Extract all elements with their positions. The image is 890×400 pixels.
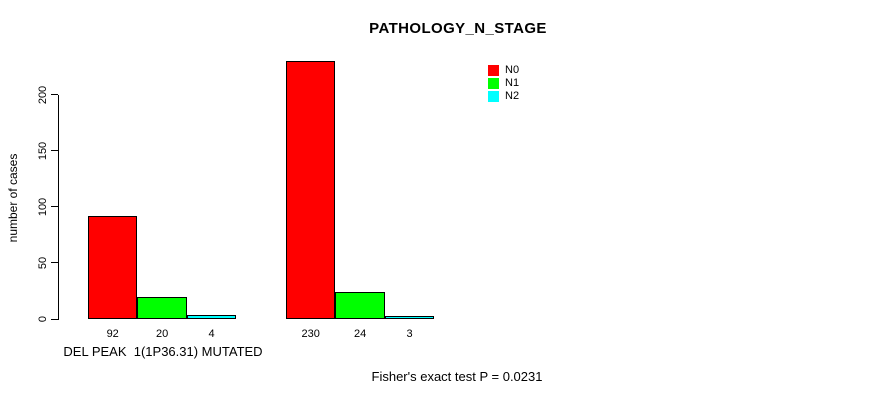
legend-item-n1: N1 bbox=[488, 78, 519, 89]
y-tick-mark bbox=[51, 94, 58, 96]
bar-value-label: 24 bbox=[353, 328, 367, 340]
y-axis-line bbox=[58, 94, 59, 320]
y-tick-label: 100 bbox=[37, 197, 49, 216]
legend-item-n0: N0 bbox=[488, 65, 519, 76]
legend-swatch-n0 bbox=[488, 65, 499, 76]
bar-value-label: 4 bbox=[208, 328, 215, 340]
y-tick-mark bbox=[51, 262, 58, 264]
bar-group2-n0 bbox=[286, 60, 336, 319]
legend-label-n0: N0 bbox=[505, 64, 520, 76]
y-tick-label: 50 bbox=[37, 256, 49, 270]
legend-label-n1: N1 bbox=[505, 77, 520, 89]
y-tick-mark bbox=[51, 318, 58, 320]
y-tick-mark bbox=[51, 150, 58, 152]
bar-group1-n0 bbox=[88, 215, 138, 319]
y-tick-label: 150 bbox=[37, 141, 49, 160]
bar-value-label: 3 bbox=[406, 328, 413, 340]
y-tick-label: 0 bbox=[37, 315, 49, 323]
legend-swatch-n1 bbox=[488, 78, 499, 89]
bar-group2-n2 bbox=[384, 315, 435, 319]
bar-group1-n2 bbox=[186, 314, 237, 319]
legend-swatch-n2 bbox=[488, 91, 499, 102]
y-tick-label: 200 bbox=[37, 85, 49, 104]
bar-value-label: 20 bbox=[155, 328, 169, 340]
chart-title: PATHOLOGY_N_STAGE bbox=[369, 20, 547, 37]
bar-value-label: 230 bbox=[301, 328, 320, 340]
x-group-label: DEL PEAK 1(1P36.31) MUTATED bbox=[63, 344, 263, 359]
fisher-test-annotation: Fisher's exact test P = 0.0231 bbox=[371, 369, 543, 384]
legend: N0 N1 N2 bbox=[488, 65, 519, 102]
y-axis-label: number of cases bbox=[6, 153, 20, 243]
bar-group1-n1 bbox=[137, 296, 187, 319]
legend-item-n2: N2 bbox=[488, 91, 519, 102]
legend-label-n2: N2 bbox=[505, 90, 520, 102]
y-tick-mark bbox=[51, 206, 58, 208]
bar-value-label: 92 bbox=[106, 328, 119, 340]
bar-group2-n1 bbox=[335, 292, 385, 319]
